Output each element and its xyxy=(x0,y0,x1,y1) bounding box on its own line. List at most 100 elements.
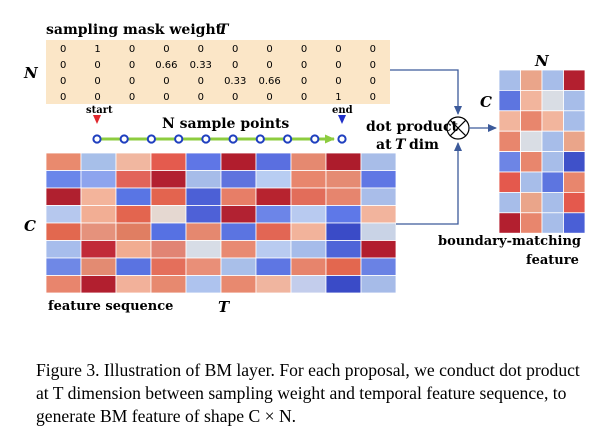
feature-cell xyxy=(220,257,257,276)
feature-cell xyxy=(325,240,362,259)
dot-product-line2-prefix: at xyxy=(376,137,392,153)
start-marker-icon xyxy=(93,115,101,124)
output-cell xyxy=(498,69,521,91)
sample-point-icon xyxy=(337,134,347,144)
output-cell xyxy=(520,151,543,173)
feature-cell xyxy=(360,275,397,294)
mask-cell: 0.66 xyxy=(155,60,177,71)
feature-cell xyxy=(220,240,257,259)
sample-point-icon xyxy=(201,134,211,144)
output-cell xyxy=(541,171,564,193)
feature-cell xyxy=(115,222,152,241)
feature-cell xyxy=(115,170,152,189)
feature-cell xyxy=(185,275,222,294)
bm-layer-figure: sampling mask weight T 0 1 0 0 0 0 0 0 0 0 0 0 0 0.66… xyxy=(23,22,586,316)
mask-title-var: T xyxy=(218,22,230,38)
feature-cell xyxy=(325,275,362,294)
mask-cell: 0 xyxy=(232,92,238,103)
feature-cell xyxy=(220,152,257,171)
mask-cell: 0 xyxy=(60,92,66,103)
mask-cell: 0 xyxy=(301,44,307,55)
mask-cell: 1 xyxy=(94,44,100,55)
feature-cell xyxy=(255,257,292,276)
mask-cell: 0.66 xyxy=(258,76,280,87)
output-cell xyxy=(541,110,564,132)
sample-point-icon xyxy=(119,134,129,144)
output-cell xyxy=(541,69,564,91)
output-cell xyxy=(563,69,586,91)
feature-cell xyxy=(185,205,222,224)
feature-cell xyxy=(150,275,187,294)
feature-cell xyxy=(255,187,292,206)
feature-cell xyxy=(115,257,152,276)
feature-cell xyxy=(360,222,397,241)
sample-point-icon xyxy=(146,134,156,144)
feature-cell xyxy=(45,222,82,241)
output-cell xyxy=(520,90,543,112)
mask-cell: 0 xyxy=(198,76,204,87)
feature-cell xyxy=(360,170,397,189)
feature-cell xyxy=(45,187,82,206)
feature-cell xyxy=(255,152,292,171)
output-cell xyxy=(563,151,586,173)
mask-rows-label: N xyxy=(23,64,39,82)
feature-cell xyxy=(325,257,362,276)
feature-rows-label: C xyxy=(24,217,36,235)
mask-cell: 0 xyxy=(266,60,272,71)
feature-cell xyxy=(150,240,187,259)
feature-cell xyxy=(80,205,117,224)
feature-cell xyxy=(360,152,397,171)
feature-cell xyxy=(80,240,117,259)
sample-point-icon xyxy=(255,134,265,144)
feature-cell xyxy=(255,275,292,294)
feature-cell xyxy=(290,205,327,224)
feature-cell xyxy=(290,187,327,206)
mask-cell: 0 xyxy=(266,44,272,55)
feature-cell xyxy=(80,187,117,206)
end-label: end xyxy=(332,105,353,116)
feature-cell xyxy=(290,222,327,241)
feature-cell xyxy=(325,222,362,241)
mask-cell: 0 xyxy=(94,92,100,103)
feature-cell xyxy=(185,187,222,206)
feature-cell xyxy=(115,240,152,259)
feature-cell xyxy=(185,240,222,259)
mask-cell: 0 xyxy=(129,44,135,55)
feature-cell xyxy=(325,187,362,206)
feature-sequence-grid xyxy=(45,152,397,294)
output-cell xyxy=(498,212,521,234)
mask-cell: 0 xyxy=(163,92,169,103)
feature-cell xyxy=(45,275,82,294)
mask-cell: 0 xyxy=(129,76,135,87)
mask-table: 0 1 0 0 0 0 0 0 0 0 0 0 0 0.66 0.33 0 0 0 0 0 0 0 0 0 0 0.33 0.66 0… xyxy=(60,44,376,103)
output-cell xyxy=(563,90,586,112)
feature-cell xyxy=(325,205,362,224)
mask-cell: 0 xyxy=(198,44,204,55)
feature-cell xyxy=(255,205,292,224)
output-cell xyxy=(520,110,543,132)
output-cell xyxy=(520,130,543,152)
feature-cell xyxy=(220,275,257,294)
feature-cell xyxy=(115,152,152,171)
mask-cell: 0.33 xyxy=(224,76,246,87)
feature-cell xyxy=(220,187,257,206)
feature-cell xyxy=(325,170,362,189)
mask-cell: 0 xyxy=(301,76,307,87)
mask-cell: 0 xyxy=(232,60,238,71)
feature-cell xyxy=(115,205,152,224)
mask-cell: 0 xyxy=(60,76,66,87)
feature-cell xyxy=(80,222,117,241)
output-cell xyxy=(541,212,564,234)
output-cell xyxy=(563,110,586,132)
feature-cell xyxy=(80,257,117,276)
feature-cell xyxy=(220,205,257,224)
dot-product-line2-suffix: dim xyxy=(409,137,439,153)
mask-cell: 0 xyxy=(266,92,272,103)
feature-sequence-label: feature sequence xyxy=(48,299,173,314)
output-cell xyxy=(498,130,521,152)
mask-cell: 0 xyxy=(129,60,135,71)
mask-cell: 0 xyxy=(335,44,341,55)
mask-cell: 0 xyxy=(370,76,376,87)
sample-point-icon xyxy=(283,134,293,144)
boundary-label-line1: boundary-matching xyxy=(438,234,581,249)
